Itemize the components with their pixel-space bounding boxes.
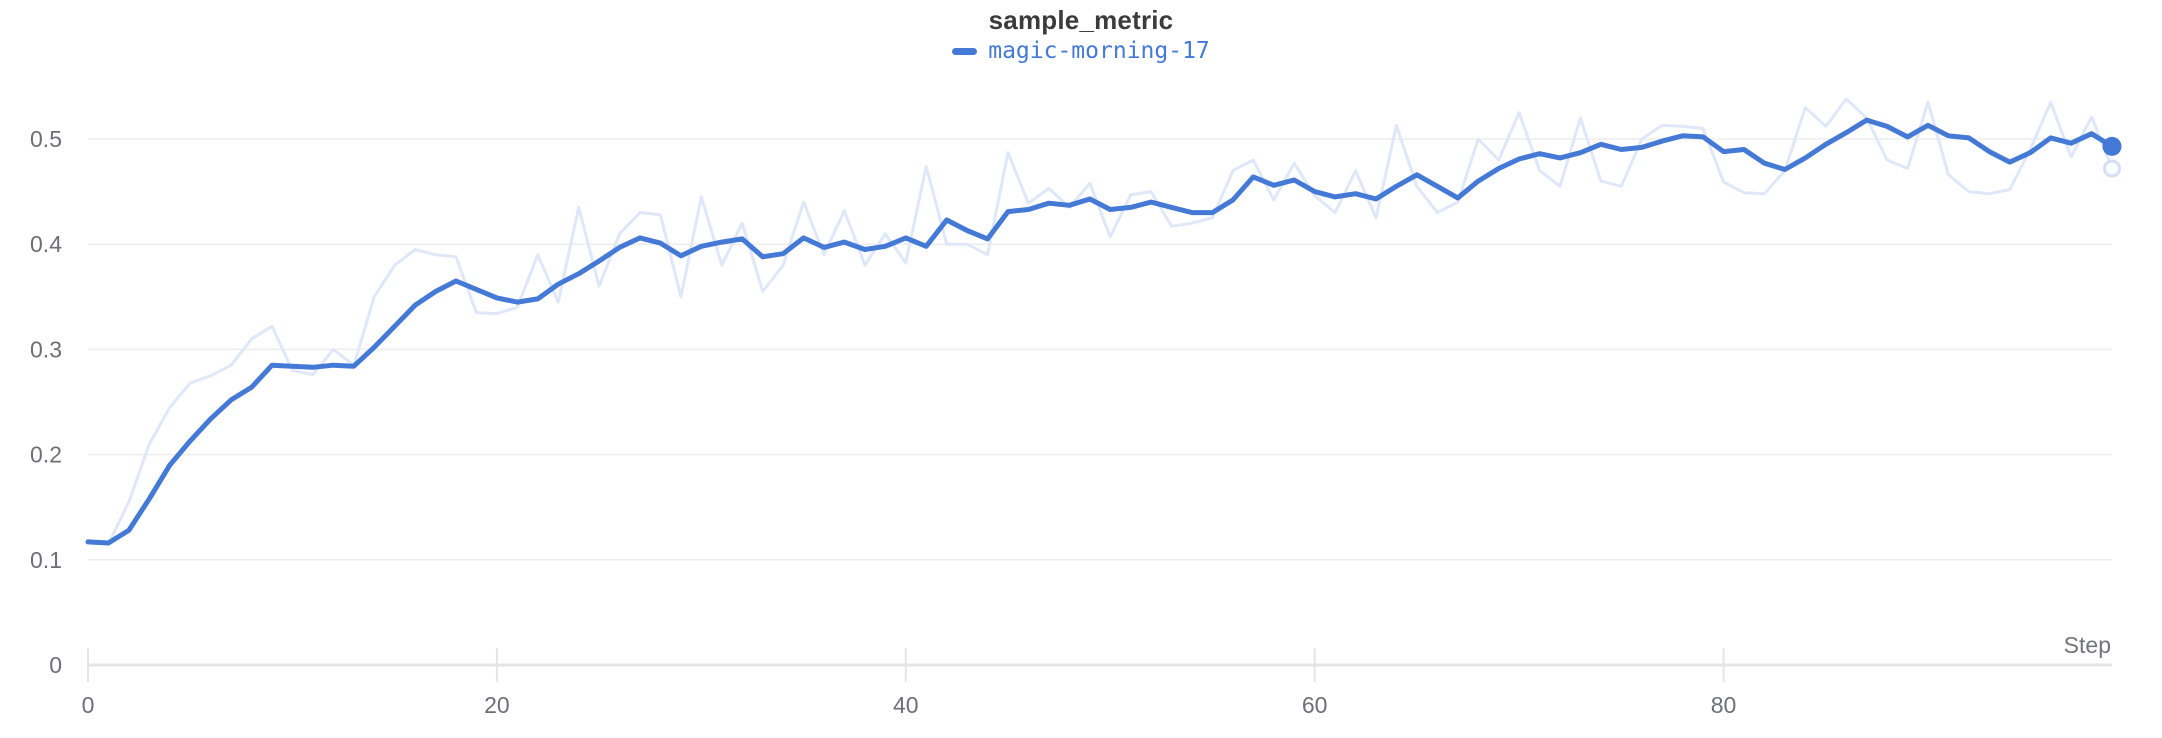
y-tick-label: 0.3 — [30, 336, 62, 362]
raw-series-endpoint-circle — [2103, 159, 2121, 178]
x-tick-label: 60 — [1302, 692, 1328, 718]
y-tick-label: 0.4 — [30, 231, 62, 257]
smoothed-series-line — [85, 117, 2115, 546]
run-color-dash-icon — [952, 48, 978, 55]
y-tick-label: 0.1 — [30, 547, 62, 573]
y-tick-label: 0.5 — [30, 126, 62, 152]
x-tick-label: 20 — [484, 692, 510, 718]
legend-item-run[interactable]: magic-morning-17 — [952, 40, 1210, 63]
raw-series-line — [86, 97, 2114, 546]
x-axis-title: Step — [2063, 632, 2111, 658]
y-tick-label: 0 — [49, 652, 62, 678]
legend-run-name: magic-morning-17 — [988, 38, 1210, 64]
x-tick-label: 40 — [893, 692, 919, 718]
smoothed-series-endpoint-dot — [2102, 136, 2122, 156]
x-tick-label: 80 — [1711, 692, 1737, 718]
chart-legend: magic-morning-17 — [0, 40, 2162, 63]
y-tick-label: 0.2 — [30, 442, 62, 468]
x-tick-label: 0 — [82, 692, 95, 718]
chart-title: sample_metric — [988, 5, 1174, 35]
